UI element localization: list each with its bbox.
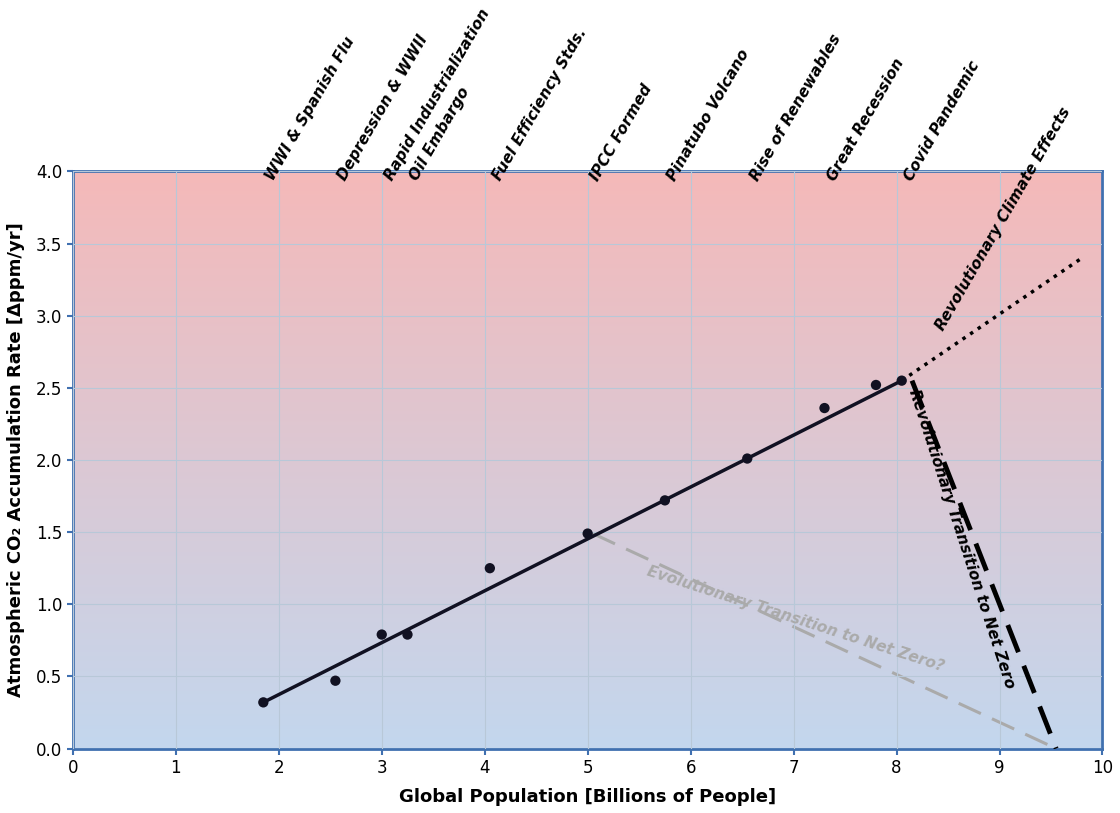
Point (254, 696, 272, 709)
Point (399, 628, 417, 641)
Point (867, 379, 885, 392)
Text: Evolutionary Transition to Net Zero?: Evolutionary Transition to Net Zero? (645, 564, 945, 675)
Text: Rise of Renewables: Rise of Renewables (747, 32, 843, 183)
Point (656, 493, 674, 506)
Point (480, 562, 498, 575)
Text: Pinatubo Volcano: Pinatubo Volcano (665, 46, 753, 183)
Text: Fuel Efficiency Stds.: Fuel Efficiency Stds. (489, 26, 589, 183)
Y-axis label: Atmospheric CO₂ Accumulation Rate [Δppm/yr]: Atmospheric CO₂ Accumulation Rate [Δppm/… (7, 223, 25, 698)
Point (326, 674, 344, 687)
Text: Great Recession: Great Recession (824, 55, 907, 183)
Point (815, 402, 833, 415)
Text: Depression & WWII: Depression & WWII (335, 33, 431, 183)
Point (579, 527, 597, 540)
Text: WWI & Spanish Flu: WWI & Spanish Flu (263, 34, 358, 183)
Text: Covid Pandemic: Covid Pandemic (902, 59, 982, 183)
Text: Revolutionary Climate Effects: Revolutionary Climate Effects (933, 105, 1073, 333)
Point (373, 628, 391, 641)
Point (738, 452, 756, 465)
Text: IPCC Formed: IPCC Formed (588, 81, 655, 183)
Text: Revolutionary Transition to Net Zero: Revolutionary Transition to Net Zero (906, 388, 1017, 691)
Point (893, 374, 911, 387)
Text: Rapid Industrialization: Rapid Industrialization (382, 7, 493, 183)
Text: Oil Embargo: Oil Embargo (408, 85, 473, 183)
X-axis label: Global Population [Billions of People]: Global Population [Billions of People] (399, 788, 776, 806)
